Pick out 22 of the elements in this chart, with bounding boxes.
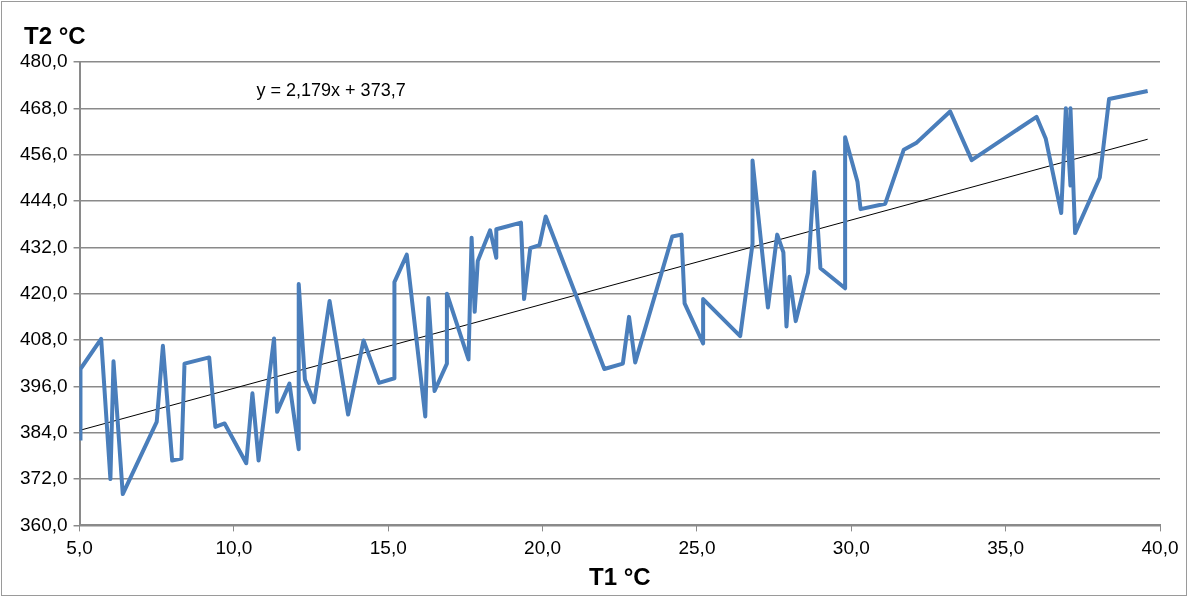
y-tick-label: 420,0 bbox=[20, 281, 68, 303]
x-tick-label: 30,0 bbox=[832, 537, 870, 559]
x-tick-label: 5,0 bbox=[66, 537, 93, 559]
y-tick-label: 432,0 bbox=[20, 235, 68, 257]
y-tick-label: 396,0 bbox=[20, 374, 68, 396]
y-tick-label: 372,0 bbox=[20, 467, 68, 489]
x-tick-label: 40,0 bbox=[1141, 537, 1179, 559]
y-tick-label: 384,0 bbox=[20, 420, 68, 442]
x-axis-title: T1 °C bbox=[588, 563, 651, 591]
y-tick-label: 444,0 bbox=[20, 189, 68, 211]
y-axis-title: T2 °C bbox=[24, 22, 86, 49]
x-tick-label: 20,0 bbox=[524, 537, 562, 559]
x-tick-label: 35,0 bbox=[987, 537, 1025, 559]
x-tick-label: 15,0 bbox=[369, 537, 407, 559]
x-tick-label: 10,0 bbox=[215, 537, 253, 559]
y-tick-label: 456,0 bbox=[20, 142, 68, 164]
y-tick-label: 480,0 bbox=[20, 50, 68, 72]
annotation: y = 2,179x + 373,7 bbox=[256, 80, 406, 100]
x-tick-label: 25,0 bbox=[678, 537, 716, 559]
y-tick-label: 360,0 bbox=[20, 513, 68, 535]
y-tick-label: 408,0 bbox=[20, 328, 68, 350]
y-tick-label: 468,0 bbox=[20, 96, 68, 118]
